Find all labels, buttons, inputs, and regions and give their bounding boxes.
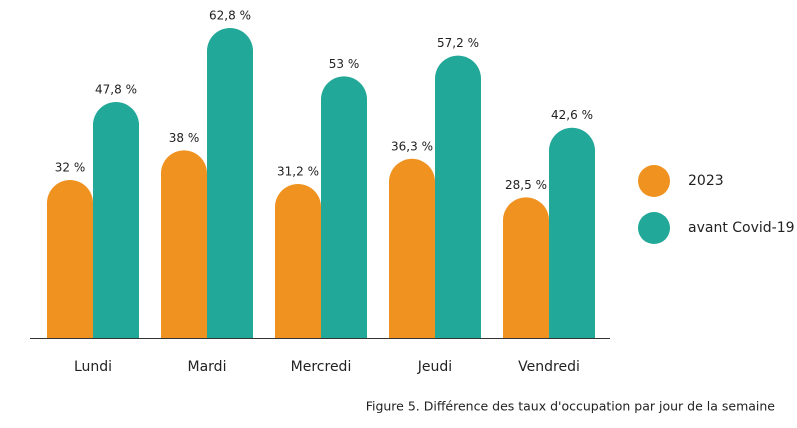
value-label: 31,2 % — [277, 164, 319, 178]
x-tick-label: Vendredi — [518, 359, 580, 375]
bar — [275, 183, 321, 338]
bar — [503, 197, 549, 338]
caption: Figure 5. Différence des taux d'occupati… — [366, 399, 776, 414]
value-label: 28,5 % — [505, 178, 547, 192]
legend-label: avant Covid-19 — [688, 220, 795, 236]
legend-swatch — [638, 165, 670, 197]
value-label: 38 % — [169, 131, 200, 145]
value-label: 32 % — [55, 161, 86, 175]
bar — [389, 158, 435, 338]
value-label: 57,2 % — [437, 36, 479, 50]
bar — [207, 28, 253, 338]
legend-swatch — [638, 212, 670, 244]
value-label: 42,6 % — [551, 108, 593, 122]
legend-label: 2023 — [688, 173, 724, 189]
value-label: 36,3 % — [391, 139, 433, 153]
x-tick-label: Lundi — [74, 359, 112, 375]
x-tick-label: Mardi — [188, 359, 227, 375]
x-tick-label: Mercredi — [291, 359, 352, 375]
bar — [47, 180, 93, 338]
bar — [321, 76, 367, 338]
value-label: 62,8 % — [209, 9, 251, 23]
value-label: 53 % — [329, 57, 360, 71]
x-tick-label: Jeudi — [417, 359, 452, 375]
bar — [161, 150, 207, 338]
bar — [435, 55, 481, 338]
value-label: 47,8 % — [95, 83, 137, 97]
bar — [93, 102, 139, 339]
bar — [549, 127, 595, 339]
